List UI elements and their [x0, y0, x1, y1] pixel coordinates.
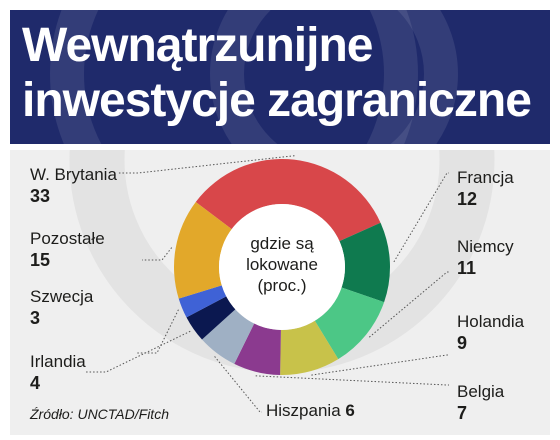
slice-pozostałe	[174, 202, 232, 299]
slice-label-name: Holandia	[457, 312, 525, 331]
chart-panel: W. Brytania 33 Francja 12 Niemcy 11 Holandia 9 B…	[10, 150, 550, 435]
title-line-2: inwestycje zagraniczne	[22, 74, 532, 127]
slice-irlandia	[186, 296, 236, 340]
donut-chart: W. Brytania 33 Francja 12 Niemcy 11 Holandia 9 B…	[30, 150, 525, 423]
slice-label-value: 4	[30, 373, 40, 393]
slice-label-value: 15	[30, 250, 50, 270]
slice-label-value: 11	[457, 258, 476, 278]
slice-hiszpania	[201, 309, 255, 364]
center-text-line: (proc.)	[257, 276, 306, 295]
slice-niemcy	[314, 287, 385, 360]
slice-label-name: Hiszpania	[266, 401, 345, 420]
page-title: Wewnątrzunijne inwestycje zagraniczne	[22, 18, 532, 128]
slice-label-value: 9	[457, 333, 467, 353]
slice-belgia	[234, 323, 281, 375]
slice-label-name: Irlandia	[30, 352, 86, 371]
slice-w-brytania	[195, 159, 381, 242]
slice-label-value: 6	[345, 401, 354, 420]
slice-label-name: Szwecja	[30, 287, 94, 306]
donut-hole	[219, 204, 345, 330]
slice-label-name: Pozostałe	[30, 229, 105, 248]
slice-szwecja	[178, 285, 227, 318]
slice-label-value: 7	[457, 403, 467, 423]
slice-label-name: W. Brytania	[30, 165, 117, 184]
slice-label-name: Niemcy	[457, 237, 514, 256]
slice-francja	[339, 222, 390, 303]
center-text-line: gdzie są	[250, 234, 314, 253]
leader-line	[368, 271, 449, 338]
slice-label-value: 12	[457, 189, 477, 209]
title-line-1: Wewnątrzunijne	[22, 19, 373, 72]
leader-line	[142, 247, 173, 261]
center-text-line: lokowane	[246, 255, 318, 274]
slice-label-name: Francja	[457, 168, 514, 187]
slice-label-value: 33	[30, 186, 50, 206]
slice-holandia	[280, 320, 339, 375]
leader-line	[255, 375, 449, 386]
leader-line	[311, 354, 449, 376]
slice-label: Hiszpania 6	[266, 401, 355, 420]
source-note: Źródło: UNCTAD/Fitch	[30, 406, 169, 422]
header-banner: Wewnątrzunijne inwestycje zagraniczne	[10, 10, 550, 144]
slice-label-name: Belgia	[457, 382, 505, 401]
slice-label-value: 3	[30, 308, 40, 328]
